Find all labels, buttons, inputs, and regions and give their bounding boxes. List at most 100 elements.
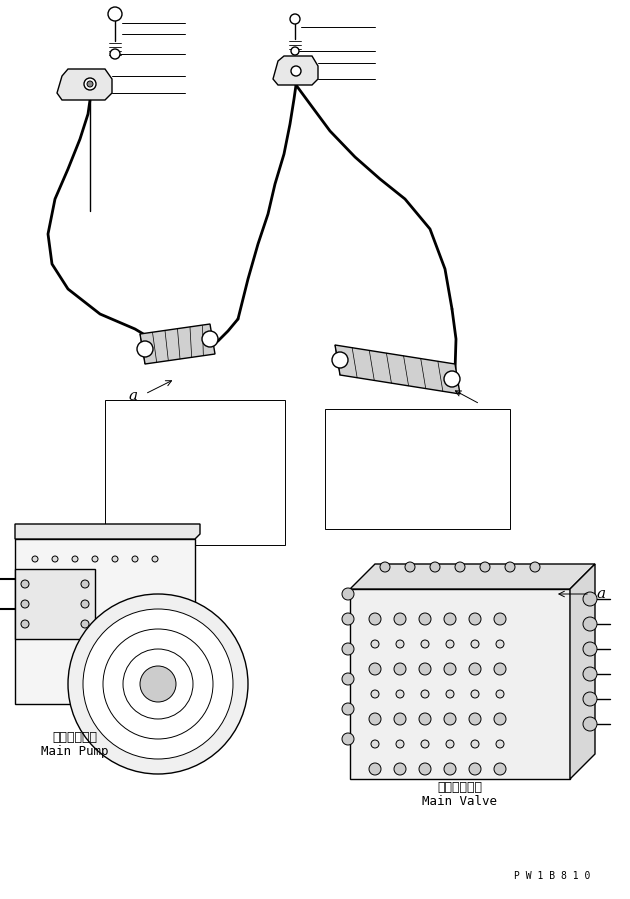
Circle shape: [444, 713, 456, 725]
Circle shape: [202, 331, 218, 347]
Circle shape: [430, 562, 440, 572]
Circle shape: [494, 613, 506, 625]
Circle shape: [394, 663, 406, 675]
Circle shape: [371, 740, 379, 748]
Circle shape: [530, 562, 540, 572]
Circle shape: [494, 713, 506, 725]
Circle shape: [419, 713, 431, 725]
Circle shape: [421, 740, 429, 748]
Circle shape: [342, 673, 354, 685]
Circle shape: [342, 613, 354, 625]
Circle shape: [496, 740, 504, 748]
Circle shape: [444, 371, 460, 387]
Polygon shape: [273, 56, 318, 85]
Circle shape: [394, 713, 406, 725]
Circle shape: [446, 690, 454, 698]
Circle shape: [342, 703, 354, 715]
Circle shape: [112, 556, 118, 562]
Circle shape: [371, 640, 379, 648]
Circle shape: [471, 640, 479, 648]
Circle shape: [494, 663, 506, 675]
Circle shape: [455, 562, 465, 572]
Circle shape: [342, 588, 354, 600]
Polygon shape: [350, 589, 570, 779]
Circle shape: [369, 613, 381, 625]
Circle shape: [108, 7, 122, 21]
Circle shape: [369, 713, 381, 725]
Polygon shape: [15, 569, 95, 639]
Circle shape: [380, 562, 390, 572]
Circle shape: [84, 78, 96, 90]
Circle shape: [342, 733, 354, 745]
Circle shape: [421, 690, 429, 698]
Circle shape: [446, 740, 454, 748]
Circle shape: [32, 556, 38, 562]
Circle shape: [471, 690, 479, 698]
Circle shape: [291, 47, 299, 55]
Circle shape: [583, 667, 597, 681]
Circle shape: [52, 556, 58, 562]
Circle shape: [369, 663, 381, 675]
Circle shape: [480, 562, 490, 572]
Circle shape: [396, 740, 404, 748]
Circle shape: [496, 640, 504, 648]
Circle shape: [92, 556, 98, 562]
Circle shape: [291, 66, 301, 76]
Circle shape: [469, 713, 481, 725]
Polygon shape: [140, 324, 215, 364]
Circle shape: [583, 592, 597, 606]
Text: Main Pump: Main Pump: [41, 745, 109, 758]
Circle shape: [140, 666, 176, 702]
Circle shape: [394, 613, 406, 625]
Circle shape: [132, 556, 138, 562]
Circle shape: [110, 49, 120, 59]
Circle shape: [371, 690, 379, 698]
Circle shape: [342, 643, 354, 655]
Circle shape: [396, 640, 404, 648]
Circle shape: [446, 640, 454, 648]
Polygon shape: [57, 69, 112, 100]
Circle shape: [21, 620, 29, 628]
Circle shape: [21, 600, 29, 608]
Circle shape: [444, 663, 456, 675]
Polygon shape: [15, 524, 200, 539]
Circle shape: [405, 562, 415, 572]
Circle shape: [505, 562, 515, 572]
Text: a: a: [129, 389, 138, 403]
Text: Main Valve: Main Valve: [423, 795, 498, 808]
Polygon shape: [148, 684, 168, 704]
Circle shape: [72, 556, 78, 562]
Circle shape: [469, 663, 481, 675]
Circle shape: [81, 620, 89, 628]
Circle shape: [469, 613, 481, 625]
Circle shape: [332, 352, 348, 368]
Circle shape: [68, 594, 248, 774]
Circle shape: [83, 609, 233, 759]
Circle shape: [103, 629, 213, 739]
Circle shape: [471, 740, 479, 748]
Text: a: a: [596, 587, 605, 601]
Circle shape: [444, 763, 456, 775]
Polygon shape: [350, 564, 595, 589]
Text: メインバルブ: メインバルブ: [437, 781, 483, 794]
Circle shape: [369, 763, 381, 775]
Circle shape: [152, 556, 158, 562]
Circle shape: [81, 580, 89, 588]
Circle shape: [137, 341, 153, 357]
Circle shape: [394, 763, 406, 775]
Polygon shape: [15, 539, 195, 704]
Circle shape: [496, 690, 504, 698]
Circle shape: [419, 663, 431, 675]
Text: P W 1 B 8 1 0: P W 1 B 8 1 0: [513, 871, 590, 881]
Circle shape: [469, 763, 481, 775]
Circle shape: [81, 600, 89, 608]
Polygon shape: [570, 564, 595, 779]
Circle shape: [396, 690, 404, 698]
Circle shape: [494, 763, 506, 775]
Circle shape: [583, 642, 597, 656]
Polygon shape: [335, 345, 460, 394]
Circle shape: [21, 580, 29, 588]
Circle shape: [419, 613, 431, 625]
Circle shape: [583, 717, 597, 731]
Text: メインポンプ: メインポンプ: [52, 731, 98, 744]
